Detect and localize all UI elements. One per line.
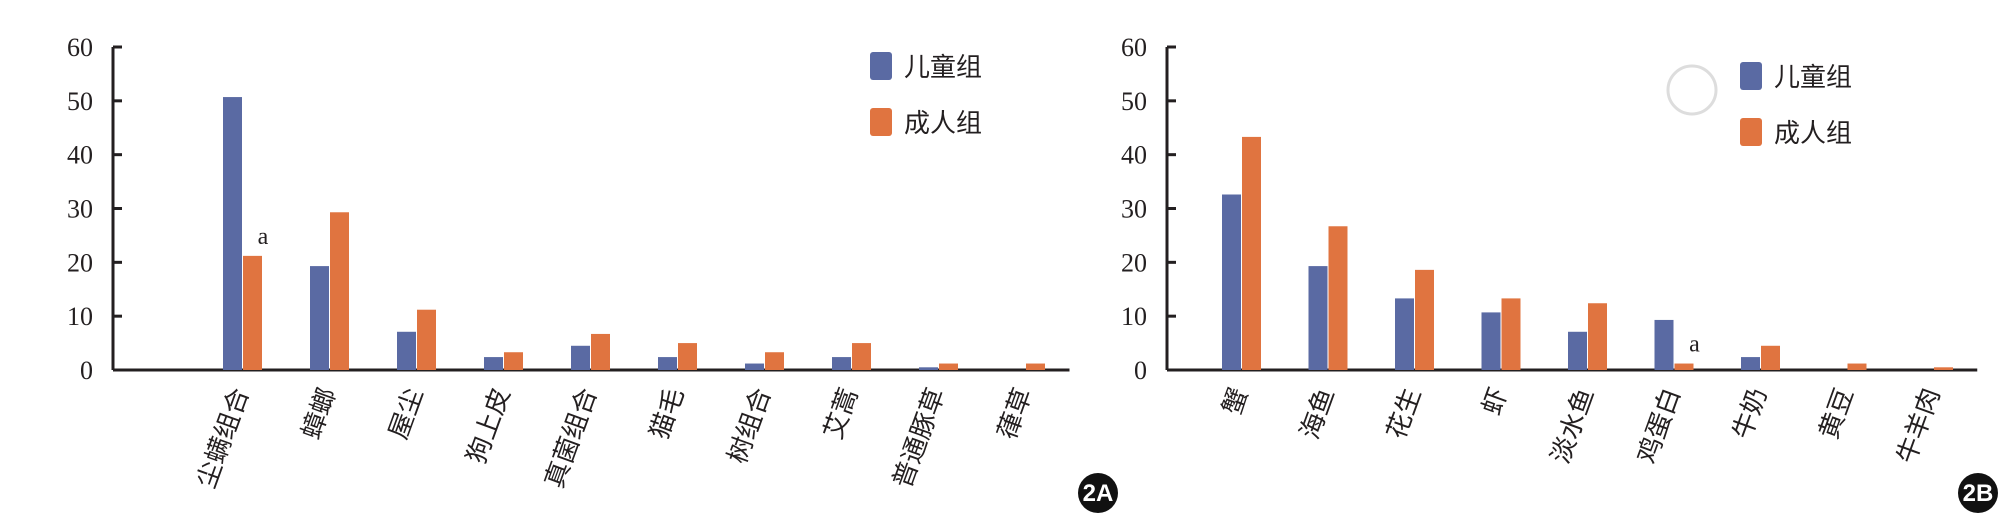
panel-badge xyxy=(1958,473,1998,513)
bar-adult xyxy=(678,343,697,370)
y-tick-label: 30 xyxy=(1121,195,1147,224)
bar-adult xyxy=(765,352,784,370)
x-tick-label: 花生 xyxy=(1382,384,1428,443)
bar-child xyxy=(397,331,416,370)
legend-label: 成人组 xyxy=(904,109,982,139)
bar-child xyxy=(745,363,764,370)
bar-child xyxy=(310,266,329,370)
legend-label: 儿童组 xyxy=(904,53,982,83)
bar-adult xyxy=(1934,367,1953,370)
bar-adult xyxy=(852,343,871,370)
bar-child xyxy=(919,367,938,370)
x-tick-label: 淡水鱼 xyxy=(1546,384,1601,468)
bar-child xyxy=(658,357,677,370)
significance-annotation: a xyxy=(1689,332,1700,358)
bar-adult xyxy=(417,309,436,370)
bar-child xyxy=(571,345,590,370)
x-tick-label: 虾 xyxy=(1477,384,1514,419)
bar-child xyxy=(1308,266,1328,370)
x-tick-label: 鸡蛋白 xyxy=(1632,384,1687,468)
bar-child xyxy=(1568,331,1587,370)
y-tick-label: 60 xyxy=(1121,33,1147,62)
y-tick-label: 0 xyxy=(1134,356,1147,385)
x-tick-label: 屋尘 xyxy=(384,384,430,443)
y-tick-label: 60 xyxy=(67,33,93,62)
bar-adult xyxy=(1026,363,1045,370)
bar-child xyxy=(1741,357,1760,370)
bar-child xyxy=(1395,298,1414,370)
bar-adult xyxy=(504,352,523,370)
bar-adult xyxy=(1847,363,1867,370)
bar-child xyxy=(1481,312,1501,370)
x-tick-label: 狗上皮 xyxy=(462,384,517,468)
x-tick-label: 普通豚草 xyxy=(888,384,952,492)
bar-adult xyxy=(1501,298,1521,370)
bar-adult xyxy=(330,212,349,370)
bar-adult xyxy=(1415,269,1434,370)
bar-adult xyxy=(1674,363,1694,370)
y-tick-label: 20 xyxy=(67,248,93,277)
bar-child xyxy=(832,357,851,370)
panel-label: 2B xyxy=(1963,480,1994,507)
x-tick-label: 树组合 xyxy=(723,384,778,468)
y-tick-label: 20 xyxy=(1121,248,1147,277)
watermark-seal-icon xyxy=(1666,64,1718,116)
bar-child xyxy=(1654,319,1674,370)
x-tick-label: 蟹 xyxy=(1217,384,1254,419)
bar-adult xyxy=(1588,303,1607,370)
x-tick-label: 牛奶 xyxy=(1728,384,1774,443)
y-tick-label: 50 xyxy=(67,87,93,116)
legend-swatch xyxy=(870,52,892,80)
y-tick-label: 30 xyxy=(67,195,93,224)
legend-label: 儿童组 xyxy=(1774,63,1852,93)
y-tick-label: 0 xyxy=(80,356,93,385)
chart-panel-2A: 0 10 20 30 40 50 60 尘螨组合 蟑螂 屋尘 狗上皮 真菌组合 猫毛 树组合 艾蒿 普通豚草葎… xyxy=(67,33,1118,513)
bar-adult xyxy=(939,363,958,370)
bar-adult xyxy=(1242,136,1261,370)
panel-label: 2A xyxy=(1083,480,1114,507)
bar-adult xyxy=(243,255,262,370)
x-tick-label: 牛羊肉 xyxy=(1892,384,1947,468)
x-tick-label: 艾蒿 xyxy=(819,384,865,443)
y-tick-label: 40 xyxy=(67,141,93,170)
x-tick-label: 猫毛 xyxy=(645,384,691,443)
legend-swatch xyxy=(1740,118,1762,146)
x-tick-label: 尘螨组合 xyxy=(192,384,256,492)
x-tick-label: 黄豆 xyxy=(1814,384,1860,443)
legend-swatch xyxy=(870,108,892,136)
y-tick-label: 50 xyxy=(1121,87,1147,116)
bar-child xyxy=(484,357,503,370)
x-tick-label: 海鱼 xyxy=(1295,384,1341,443)
bar-child xyxy=(1222,194,1241,370)
legend-swatch xyxy=(1740,62,1762,90)
y-tick-label: 10 xyxy=(67,302,93,331)
legend-label: 成人组 xyxy=(1774,119,1852,149)
x-tick-label: 真菌组合 xyxy=(540,384,604,492)
x-tick-label: 葎草 xyxy=(993,384,1039,443)
y-tick-label: 40 xyxy=(1121,141,1147,170)
bar-adult xyxy=(1761,345,1780,370)
bar-adult xyxy=(1328,226,1348,370)
bar-child xyxy=(223,97,242,370)
y-tick-label: 10 xyxy=(1121,302,1147,331)
panel-badge xyxy=(1078,473,1118,513)
chart-panel-2B: 0 10 20 30 40 50 60 蟹 海鱼 花生 虾淡水鱼 鸡蛋白 牛奶 黄豆 牛羊肉 a 儿童组成人组 2… xyxy=(1121,33,1998,513)
x-tick-label: 蟑螂 xyxy=(297,384,343,443)
bar-adult xyxy=(591,333,610,370)
significance-annotation: a xyxy=(258,224,269,250)
